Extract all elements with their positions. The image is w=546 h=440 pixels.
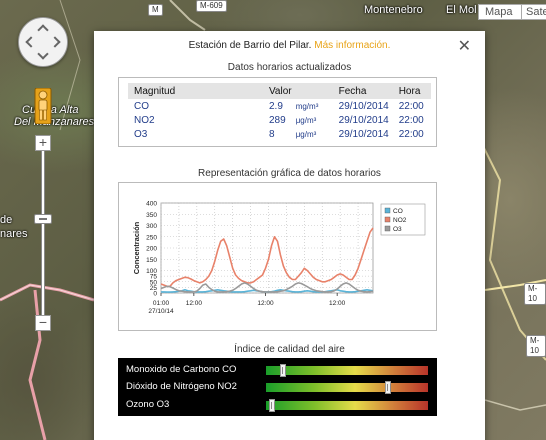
- map-type-mapa-button[interactable]: Mapa: [478, 4, 522, 20]
- y-tick-label: 50: [150, 279, 158, 286]
- legend-label-no2: NO2: [393, 217, 407, 224]
- x-date-label: 27/10/14: [148, 308, 174, 315]
- zoom-in-button[interactable]: +: [35, 135, 51, 151]
- quality-marker-o3: [269, 399, 276, 412]
- quality-label-o3: Ozono O3: [126, 399, 170, 410]
- chart-box: 0 25 50 75 100 150 200 250 300 350 400 01:00 27/10/1…: [118, 182, 437, 331]
- legend-swatch-no2: [384, 216, 391, 223]
- cell-hour: 22:00: [398, 128, 424, 140]
- y-tick-label: 75: [150, 274, 158, 281]
- cell-unit: μg/m³: [295, 115, 317, 125]
- quality-label-co: Monoxido de Carbono CO: [126, 364, 237, 375]
- quality-bar-co: [266, 364, 428, 377]
- close-icon[interactable]: ✕: [457, 38, 471, 55]
- map-label-montenebro: Montenebro: [364, 4, 423, 16]
- chart-section-title: Representación gráfica de datos horarios: [198, 168, 381, 179]
- quality-bar-o3: [266, 399, 428, 412]
- legend-label-co: CO: [393, 208, 403, 215]
- header-value: Valor: [263, 83, 333, 99]
- station-name: Estación de Barrio del Pilar.: [188, 40, 312, 51]
- pan-up-icon[interactable]: [37, 24, 49, 36]
- cell-hour: 22:00: [398, 100, 424, 112]
- y-axis-label: Concentración: [132, 221, 141, 274]
- table-header-row: Magnitud Valor Fecha Hora: [128, 83, 431, 99]
- hourly-data-table: Magnitud Valor Fecha Hora CO 2.9 mg/m³ 2…: [128, 83, 431, 141]
- quality-section-title: Índice de calidad del aire: [234, 344, 345, 355]
- quality-marker-no2: [384, 381, 391, 394]
- road-badge-m10-a: M-10: [524, 283, 546, 305]
- header-magnitude: Magnitud: [128, 83, 263, 99]
- x-tick-label: 12:00: [257, 300, 274, 307]
- y-tick-label: 25: [150, 285, 158, 292]
- pan-left-icon[interactable]: [25, 36, 37, 48]
- zoom-slider-track[interactable]: [41, 150, 45, 316]
- cell-value: 8: [269, 128, 275, 140]
- y-tick-label: 0: [153, 291, 157, 298]
- pan-control[interactable]: [18, 17, 68, 67]
- quality-label-no2: Dióxido de Nitrógeno NO2: [126, 381, 237, 392]
- cell-hour: 22:00: [398, 114, 424, 126]
- cell-unit: mg/m³: [295, 101, 319, 111]
- quality-bar-no2: [266, 381, 428, 394]
- y-tick-label: 350: [146, 212, 157, 219]
- legend-label-o3: O3: [393, 226, 402, 233]
- cell-date: 29/10/2014: [338, 114, 389, 126]
- cell-magnitude: O3: [134, 128, 148, 140]
- y-tick-label: 250: [146, 234, 157, 241]
- series-line-o3: [160, 282, 374, 293]
- x-tick-label: 01:00: [153, 300, 170, 307]
- air-quality-box: Monoxido de Carbono CO Dióxido de Nitróg…: [118, 358, 437, 416]
- road-badge-m609: M-609: [196, 0, 227, 12]
- legend-swatch-o3: [384, 225, 391, 232]
- y-tick-label: 100: [146, 268, 157, 275]
- cell-unit: μg/m³: [295, 129, 317, 139]
- hourly-section-title: Datos horarios actualizados: [227, 62, 352, 73]
- table-row: CO 2.9 mg/m³ 29/10/2014 22:00: [128, 99, 431, 113]
- pan-down-icon[interactable]: [37, 48, 49, 60]
- road-badge-m: M: [148, 4, 163, 16]
- cell-value: 289: [269, 114, 286, 126]
- hourly-data-box: Magnitud Valor Fecha Hora CO 2.9 mg/m³ 2…: [118, 77, 437, 147]
- table-row: NO2 289 μg/m³ 29/10/2014 22:00: [128, 113, 431, 127]
- cell-value: 2.9: [269, 100, 283, 112]
- table-row: O3 8 μg/m³ 29/10/2014 22:00: [128, 127, 431, 141]
- zoom-slider-handle[interactable]: [34, 214, 52, 224]
- map-label-el-mol: El Mol: [446, 4, 477, 16]
- road-badge-m10-b: M-10: [526, 335, 546, 357]
- station-info-window: Estación de Barrio del Pilar. Más inform…: [94, 31, 485, 440]
- cell-magnitude: CO: [134, 100, 149, 112]
- station-title: Estación de Barrio del Pilar. Más inform…: [94, 40, 485, 51]
- pan-right-icon[interactable]: [49, 36, 61, 48]
- map-label-manzanares: Del Manzanares: [14, 116, 95, 128]
- header-hour: Hora: [392, 83, 431, 99]
- x-tick-label: 12:00: [186, 300, 203, 307]
- cell-date: 29/10/2014: [338, 100, 389, 112]
- cell-date: 29/10/2014: [338, 128, 389, 140]
- zoom-out-button[interactable]: −: [35, 315, 51, 331]
- y-tick-label: 150: [146, 257, 157, 264]
- map-type-satellite-button[interactable]: Sate: [521, 4, 546, 20]
- header-date: Fecha: [332, 83, 393, 99]
- quality-marker-co: [280, 364, 287, 377]
- map-label-nares: nares: [0, 228, 28, 240]
- more-info-link[interactable]: Más información.: [314, 40, 391, 51]
- y-tick-label: 200: [146, 246, 157, 253]
- cell-magnitude: NO2: [134, 114, 155, 126]
- y-tick-label: 300: [146, 223, 157, 230]
- legend-swatch-co: [384, 207, 391, 214]
- series-line-no2: [160, 227, 374, 288]
- x-tick-label: 12:00: [329, 300, 346, 307]
- y-tick-label: 400: [146, 201, 157, 208]
- map-label-de: de: [0, 214, 13, 226]
- pegman-icon[interactable]: [34, 88, 52, 124]
